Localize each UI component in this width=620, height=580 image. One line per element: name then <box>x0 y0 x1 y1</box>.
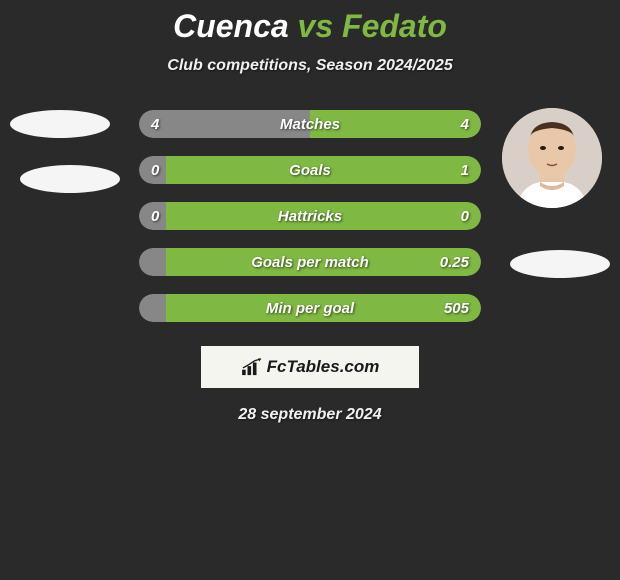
stat-label: Hattricks <box>278 208 342 225</box>
stat-value-right: 4 <box>461 116 469 133</box>
comparison-area: 4 4 Matches 0 1 Goals 0 0 Hattricks 0.25 Goals per… <box>0 110 620 322</box>
subtitle: Club competitions, Season 2024/2025 <box>0 57 620 75</box>
stat-value-left: 4 <box>151 116 159 133</box>
stat-value-left: 0 <box>151 208 159 225</box>
player2-team-badge <box>510 250 610 278</box>
chart-icon <box>241 358 263 376</box>
stat-bar-left <box>139 248 166 276</box>
stat-label: Goals per match <box>251 254 369 271</box>
page-title: Cuenca vs Fedato <box>0 8 620 45</box>
stat-value-right: 505 <box>444 300 469 317</box>
stat-value-left: 0 <box>151 162 159 179</box>
stat-row: 505 Min per goal <box>139 294 481 322</box>
date-text: 28 september 2024 <box>0 406 620 424</box>
stat-bar-left <box>139 294 166 322</box>
stat-row: 4 4 Matches <box>139 110 481 138</box>
player1-team-badge <box>20 165 120 193</box>
stat-row: 0 1 Goals <box>139 156 481 184</box>
title-player2: Fedato <box>342 8 447 44</box>
stat-label: Matches <box>280 116 340 133</box>
stat-value-right: 0 <box>461 208 469 225</box>
title-vs: vs <box>289 8 342 44</box>
stat-label: Goals <box>289 162 331 179</box>
stat-value-right: 0.25 <box>440 254 469 271</box>
title-player1: Cuenca <box>173 8 289 44</box>
comparison-infographic: Cuenca vs Fedato Club competitions, Seas… <box>0 0 620 424</box>
stat-row: 0.25 Goals per match <box>139 248 481 276</box>
avatar-icon <box>502 108 602 208</box>
stat-row: 0 0 Hattricks <box>139 202 481 230</box>
brand-box: FcTables.com <box>201 346 419 388</box>
brand-text: FcTables.com <box>267 357 380 377</box>
stat-rows: 4 4 Matches 0 1 Goals 0 0 Hattricks 0.25 Goals per… <box>139 110 481 322</box>
stat-value-right: 1 <box>461 162 469 179</box>
stat-label: Min per goal <box>266 300 354 317</box>
player2-avatar <box>502 108 602 208</box>
player1-avatar <box>10 110 110 138</box>
